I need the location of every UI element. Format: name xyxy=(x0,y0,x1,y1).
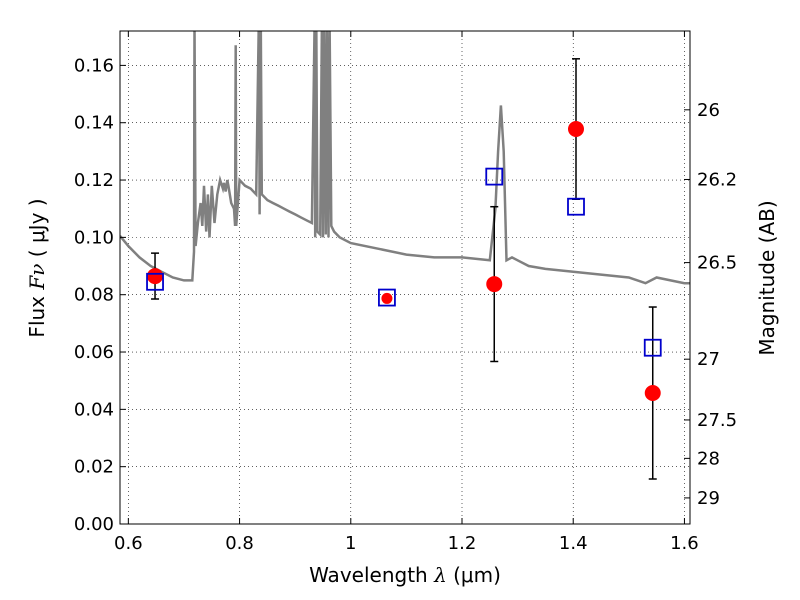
model-sed xyxy=(120,31,690,285)
y-ticks: 0.00 0.02 0.04 0.06 0.08 0.10 0.12 0.14 0.16 xyxy=(74,55,126,535)
observed-point xyxy=(381,292,393,304)
observed-point xyxy=(568,121,584,138)
model-sed-line xyxy=(120,31,690,285)
grid-lines xyxy=(120,31,690,525)
y-tick-label: 0.10 xyxy=(74,227,114,248)
model-photometry-point xyxy=(485,167,504,186)
x-tick-label: 0.8 xyxy=(225,533,254,554)
y-tick-label: 0.12 xyxy=(74,170,114,191)
x-tick-label: 1 xyxy=(345,533,356,554)
y-tick-label: 0.02 xyxy=(74,457,114,478)
observed-point xyxy=(644,385,661,402)
x-tick-label: 1.6 xyxy=(670,533,699,554)
error-bars xyxy=(151,58,657,480)
x-tick-label: 0.6 xyxy=(114,533,143,554)
y2-tick-label: 29 xyxy=(697,488,720,509)
observed-point xyxy=(486,276,503,293)
y2-tick-label: 26.5 xyxy=(697,253,737,274)
y2-axis-label: Magnitude (AB) xyxy=(755,200,779,355)
observed-point xyxy=(147,268,164,285)
x-ticks: 0.6 0.8 1 1.2 1.4 1.6 xyxy=(114,31,699,554)
y-tick-label: 0.14 xyxy=(74,113,114,134)
model-photometry-point xyxy=(378,288,396,307)
y2-tick-label: 28 xyxy=(697,448,720,469)
y2-tick-label: 26 xyxy=(697,100,720,121)
x-tick-label: 1.2 xyxy=(448,533,477,554)
y-tick-label: 0.06 xyxy=(74,342,114,363)
y-axis-label: Flux Fν ( μJy ) xyxy=(25,198,49,337)
y2-tick-label: 27 xyxy=(697,349,720,370)
y-tick-label: 0.08 xyxy=(74,285,114,306)
plot-frame xyxy=(119,30,691,525)
y2-tick-label: 27.5 xyxy=(697,410,737,431)
x-axis-label: Wavelength λ (μm) xyxy=(309,563,501,587)
model-photometry-point xyxy=(643,338,662,357)
y2-tick-label: 26.2 xyxy=(697,169,737,190)
model-photometry-point xyxy=(146,272,164,291)
model-photometry-points xyxy=(146,167,662,357)
x-tick-label: 1.4 xyxy=(559,533,588,554)
y-tick-label: 0.16 xyxy=(74,55,114,76)
observed-points xyxy=(147,121,661,402)
model-photometry-point xyxy=(567,197,585,216)
y-tick-label: 0.00 xyxy=(74,514,114,535)
y2-ticks: 26 26.2 26.5 27 27.5 28 29 xyxy=(684,100,737,509)
y-tick-label: 0.04 xyxy=(74,399,114,420)
